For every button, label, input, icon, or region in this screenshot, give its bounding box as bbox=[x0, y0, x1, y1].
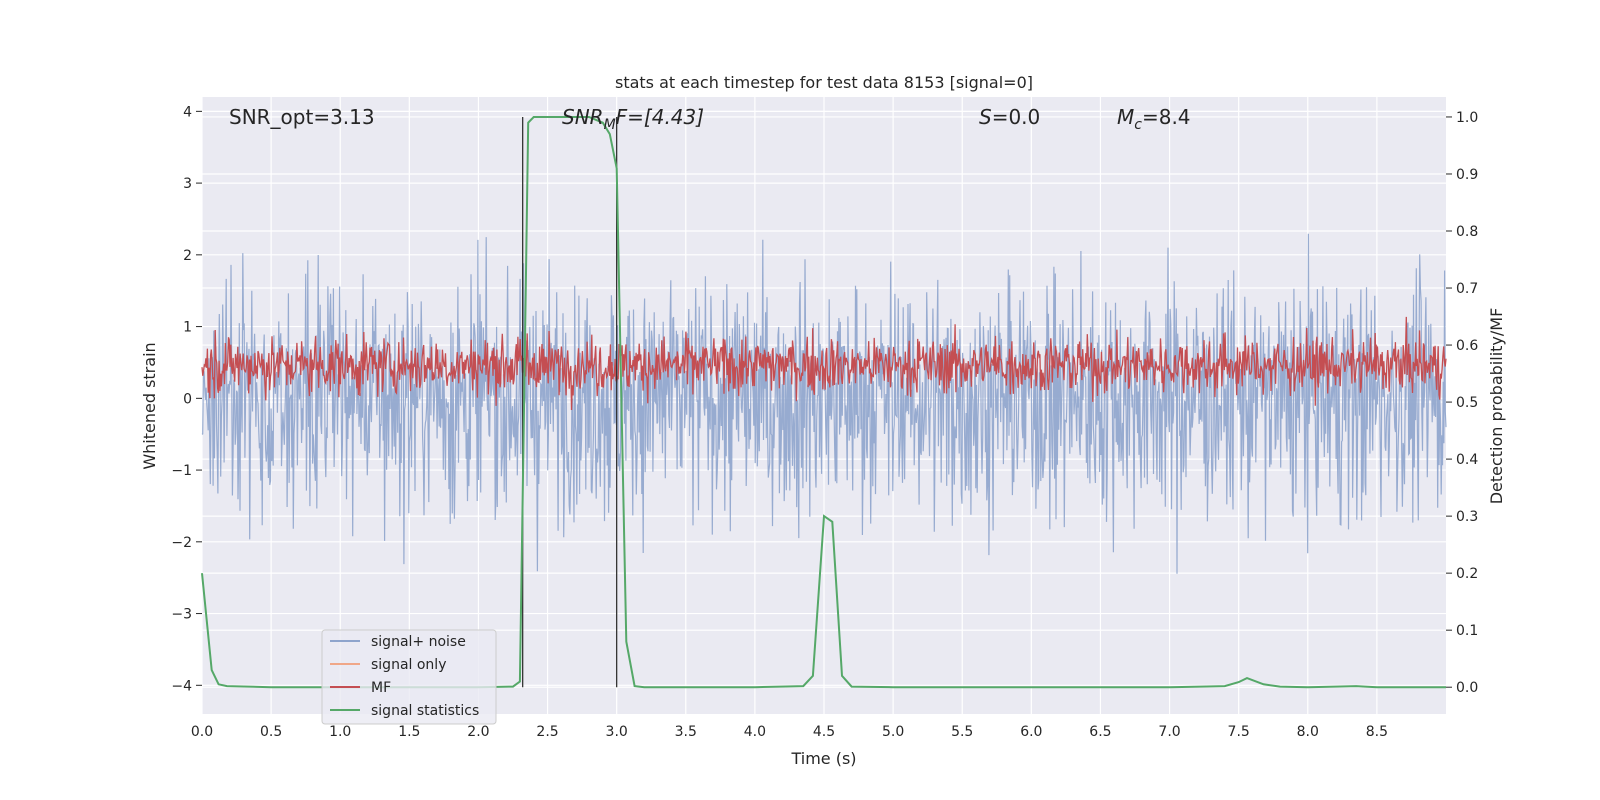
x-tick-label: 2.0 bbox=[467, 724, 489, 740]
y-right-tick-label: 0.9 bbox=[1456, 167, 1478, 183]
annotation-s: S=0.0 bbox=[979, 105, 1040, 129]
x-tick-label: 5.5 bbox=[951, 724, 973, 740]
x-tick-label: 1.0 bbox=[329, 724, 351, 740]
x-tick-label: 7.5 bbox=[1228, 724, 1250, 740]
y-left-tick-label: 3 bbox=[183, 176, 192, 192]
x-tick-label: 2.5 bbox=[536, 724, 558, 740]
y-left-tick-label: 4 bbox=[183, 104, 192, 120]
x-tick-label: 7.0 bbox=[1158, 724, 1180, 740]
y-right-tick-label: 0.5 bbox=[1456, 395, 1478, 411]
legend-box bbox=[321, 629, 497, 725]
y-right-tick-label: 0.2 bbox=[1456, 566, 1478, 582]
annotation-snr-mf-base: SNR bbox=[562, 105, 604, 129]
x-tick-label: 5.0 bbox=[882, 724, 904, 740]
y-left-tick-label: −3 bbox=[171, 607, 192, 623]
y-left-tick-label: −4 bbox=[171, 678, 192, 694]
y-right-tick-label: 0.6 bbox=[1456, 338, 1478, 354]
annotation-mc-sub: c bbox=[1134, 117, 1142, 133]
x-tick-label: 8.0 bbox=[1297, 724, 1319, 740]
y-right-tick-label: 0.8 bbox=[1456, 224, 1478, 240]
x-tick-label: 4.5 bbox=[813, 724, 835, 740]
y-right-tick-label: 0.4 bbox=[1456, 452, 1478, 468]
annotation-mc-symbol: M bbox=[1117, 105, 1134, 129]
legend-label-mf: MF bbox=[371, 680, 391, 696]
x-tick-label: 8.5 bbox=[1366, 724, 1388, 740]
annotation-snr-mf: SNRMF=[4.43] bbox=[562, 105, 704, 133]
x-axis-label: Time (s) bbox=[790, 749, 856, 768]
x-tick-label: 6.5 bbox=[1089, 724, 1111, 740]
y-right-tick-label: 0.0 bbox=[1456, 680, 1478, 696]
y-right-tick-label: 1.0 bbox=[1456, 110, 1478, 126]
x-tick-label: 0.5 bbox=[260, 724, 282, 740]
y-left-tick-label: 1 bbox=[183, 320, 192, 336]
y-axis-left-label: Whitened strain bbox=[140, 342, 159, 469]
x-tick-label: 6.0 bbox=[1020, 724, 1042, 740]
x-axis-ticks: 0.0 0.5 1.0 1.5 2.0 2.5 3.0 3.5 4.0 4.5 5.0 5.5 6.0 6… bbox=[191, 724, 1388, 740]
y-right-tick-label: 0.7 bbox=[1456, 281, 1478, 297]
y-right-tick-label: 0.1 bbox=[1456, 623, 1478, 639]
line-mf bbox=[201, 316, 1447, 411]
y-left-tick-label: 2 bbox=[183, 248, 192, 264]
y-axis-right-ticks: 1.0 0.9 0.8 0.7 0.6 0.5 0.4 0.3 0.2 0.1 0.0 bbox=[1446, 110, 1478, 696]
x-tick-label: 0.0 bbox=[191, 724, 213, 740]
x-tick-label: 3.0 bbox=[606, 724, 628, 740]
x-tick-label: 3.5 bbox=[675, 724, 697, 740]
annotation-s-value: =0.0 bbox=[992, 105, 1041, 129]
legend-label-signal-only: signal only bbox=[371, 657, 446, 673]
annotation-s-symbol: S bbox=[979, 105, 992, 129]
y-left-tick-label: −2 bbox=[171, 535, 192, 551]
chart-title: stats at each timestep for test data 815… bbox=[615, 73, 1033, 92]
y-right-tick-label: 0.3 bbox=[1456, 509, 1478, 525]
legend: signal+ noise signal only MF signal stat… bbox=[321, 629, 497, 725]
annotation-mc-value: =8.4 bbox=[1142, 105, 1191, 129]
x-tick-label: 4.0 bbox=[744, 724, 766, 740]
annotation-snr-opt: SNR_opt=3.13 bbox=[229, 105, 375, 129]
annotation-mc: Mc=8.4 bbox=[1117, 105, 1191, 133]
legend-label-signal-statistics: signal statistics bbox=[371, 703, 479, 719]
y-left-tick-label: −1 bbox=[171, 463, 192, 479]
annotation-snr-mf-sub: M bbox=[604, 117, 616, 133]
legend-label-signal-noise: signal+ noise bbox=[371, 634, 466, 650]
x-tick-label: 1.5 bbox=[398, 724, 420, 740]
y-axis-left-ticks: 4 3 2 1 0 −1 −2 −3 −4 bbox=[171, 104, 202, 694]
annotation-snr-mf-rest: F=[4.43] bbox=[616, 105, 704, 129]
y-axis-right-label: Detection probability/MF bbox=[1487, 308, 1506, 505]
series-mf bbox=[201, 316, 1447, 411]
y-left-tick-label: 0 bbox=[183, 391, 192, 407]
